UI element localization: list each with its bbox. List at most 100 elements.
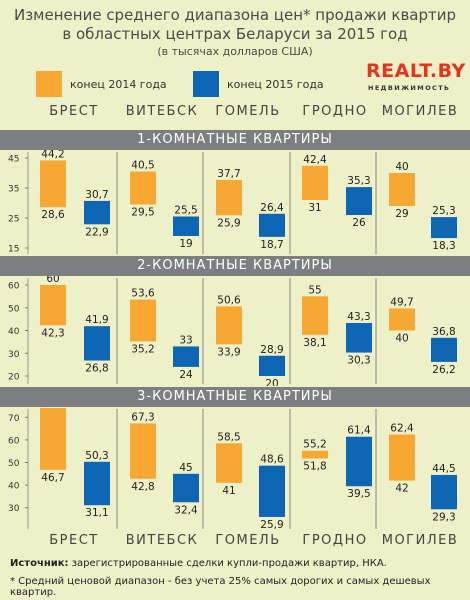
- y-tick-label: 40: [8, 327, 20, 337]
- panel-title-2room: 2-КОМНАТНЫЕ КВАРТИРЫ: [0, 256, 470, 276]
- bar-2014: [130, 171, 156, 205]
- chart-subtitle: (в тысячах долларов США): [157, 45, 313, 58]
- bar-2014: [302, 450, 328, 459]
- footer-note: * Средний ценовой диапазон - без учета 2…: [10, 576, 431, 598]
- bar-high-label: 40,5: [131, 160, 154, 172]
- bar-low-label: 38,1: [303, 337, 326, 349]
- legend-swatch-2015: [193, 71, 219, 97]
- bar-2015: [346, 436, 372, 487]
- bar-low-label: 29,5: [131, 207, 154, 219]
- title-line-2: в областных центрах Беларуси за 2015 год: [62, 25, 408, 43]
- bar-high-label: 49,7: [390, 296, 413, 308]
- source-label: Источник:: [10, 558, 69, 569]
- bar-low-label: 18,3: [432, 240, 455, 252]
- bar-2015: [346, 322, 372, 353]
- bar-high-label: 61,4: [347, 425, 371, 437]
- bar-2015: [84, 200, 110, 225]
- bar-high-label: 48,6: [260, 454, 284, 466]
- bar-low-label: 42,8: [131, 481, 154, 493]
- bar-high-label: 50,6: [217, 294, 241, 306]
- bar-2015: [431, 474, 457, 510]
- bar-high-label: 37,7: [217, 168, 240, 180]
- panel-3room: 30 40 50 60 70 74,1 46,7 67,3 42,8 58,5 41 55,2 51,8…: [8, 407, 457, 531]
- y-tick-label: 60: [8, 436, 20, 446]
- logo-text: REALT.BY: [366, 60, 466, 82]
- legend-label-2015: конец 2015 года: [227, 78, 324, 91]
- y-tick-label: 60: [8, 282, 20, 292]
- bar-low-label: 28,6: [41, 209, 65, 221]
- bar-high-label: 50,3: [85, 450, 108, 462]
- panel-2room: 20 30 40 50 60 60 42,3 53,6 35,2 50,6 33,9 55 38,1 49…: [8, 276, 457, 386]
- bar-high-label: 42,4: [303, 154, 327, 166]
- source-text: зарегистрированные сделки купли-продажи …: [68, 558, 387, 569]
- bar-2015: [173, 346, 199, 367]
- y-tick-label: 30: [8, 350, 20, 360]
- city-label: ВИТЕБСК: [125, 104, 199, 119]
- bar-low-label: 40: [395, 333, 408, 345]
- bar-low-label: 20: [265, 378, 278, 386]
- bar-2014: [130, 423, 156, 479]
- bar-2014: [130, 299, 156, 342]
- bar-high-label: 28,9: [260, 344, 283, 356]
- bar-2014: [40, 408, 66, 470]
- panel-1room: 15 25 35 45 44,2 28,6 40,5 29,5 37,7 25,9 42,4 31 40…: [8, 150, 457, 255]
- bar-low-label: 19: [179, 238, 192, 250]
- bar-low-label: 25,9: [260, 519, 283, 531]
- bar-2014: [216, 443, 242, 483]
- bar-low-label: 33,9: [217, 346, 240, 358]
- bar-high-label: 44,2: [41, 150, 64, 160]
- bar-2015: [173, 473, 199, 503]
- bar-high-label: 25,5: [174, 205, 197, 217]
- legend-swatch-2014: [36, 71, 62, 97]
- logo-subtext: НЕДВИЖИМОСТЬ: [368, 84, 451, 92]
- city-label: ГРОДНО: [302, 104, 368, 119]
- bar-2014: [216, 306, 242, 345]
- bar-high-label: 35,3: [347, 175, 370, 187]
- realt-logo: REALT.BY НЕДВИЖИМОСТЬ: [366, 60, 465, 98]
- bar-low-label: 18,7: [260, 239, 283, 251]
- bar-2014: [389, 434, 415, 481]
- bar-2014: [216, 179, 242, 216]
- bar-low-label: 29: [395, 208, 408, 220]
- bar-low-label: 25,9: [217, 217, 240, 229]
- bar-2014: [389, 173, 415, 206]
- bar-high-label: 62,4: [390, 422, 414, 434]
- bar-2015: [173, 216, 199, 236]
- bar-high-label: 74,1: [41, 407, 64, 408]
- y-tick-label: 45: [8, 155, 19, 165]
- city-label: ГОМЕЛЬ: [215, 533, 281, 548]
- bar-2015: [84, 326, 110, 361]
- bar-2014: [40, 285, 66, 326]
- bar-high-label: 25,3: [432, 205, 455, 217]
- bar-low-label: 39,5: [347, 488, 370, 500]
- bar-high-label: 26,4: [260, 202, 284, 214]
- bar-high-label: 43,3: [347, 311, 370, 323]
- title-line-1: Изменение среднего диапазона цен* продаж…: [13, 6, 457, 24]
- bar-2014: [302, 165, 328, 200]
- bar-2015: [431, 217, 457, 239]
- bar-low-label: 22,9: [85, 226, 108, 238]
- y-tick-label: 35: [8, 185, 19, 195]
- city-label: МОГИЛЕВ: [381, 104, 459, 119]
- bar-low-label: 24: [179, 369, 193, 381]
- bar-low-label: 26: [352, 217, 366, 229]
- bar-high-label: 55,2: [303, 439, 326, 451]
- city-header-top: БРЕСТ ВИТЕБСК ГОМЕЛЬ ГРОДНО МОГИЛЕВ: [0, 104, 470, 126]
- y-tick-label: 15: [8, 245, 19, 255]
- y-tick-label: 50: [8, 304, 20, 314]
- bar-low-label: 31,1: [85, 507, 108, 519]
- city-label: ГОМЕЛЬ: [215, 104, 281, 119]
- bar-high-label: 67,3: [131, 411, 154, 423]
- y-tick-label: 25: [8, 215, 19, 225]
- bar-low-label: 31: [308, 202, 321, 214]
- bar-low-label: 51,8: [303, 460, 326, 472]
- bar-high-label: 58,5: [217, 431, 240, 443]
- bar-2014: [40, 160, 66, 208]
- bar-high-label: 41,9: [85, 314, 108, 326]
- bar-low-label: 42: [395, 483, 408, 495]
- bar-high-label: 30,7: [85, 189, 108, 201]
- legend-label-2014: конец 2014 года: [70, 78, 167, 91]
- bar-low-label: 26,8: [85, 363, 108, 375]
- footer-source: Источник: зарегистрированные сделки купл…: [10, 558, 387, 569]
- bar-high-label: 44,5: [432, 463, 455, 475]
